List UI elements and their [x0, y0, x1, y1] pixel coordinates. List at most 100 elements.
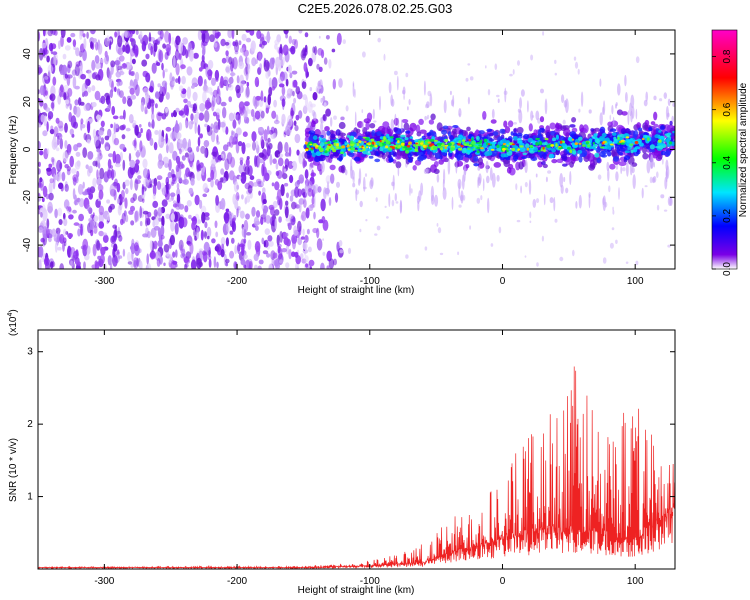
spectrogram-signal-blob [649, 144, 656, 150]
spectrogram-noise-blob [165, 133, 168, 144]
spectrogram-noise-blob [97, 151, 101, 164]
spectrogram-noise-blob [151, 119, 155, 129]
spectrogram-halo-streak [397, 117, 400, 129]
spectrogram-faint-dot [635, 56, 640, 64]
spectrogram-noise-blob [142, 158, 148, 169]
spectrogram-noise-blob [56, 132, 63, 140]
spectrogram-faint-dot [377, 37, 382, 43]
spectrogram-noise-blob [210, 130, 216, 143]
spectrogram-noise-blob [275, 162, 279, 170]
spectrogram-noise-blob [240, 80, 245, 86]
spectrogram-noise-blob [136, 149, 140, 159]
spectrogram-signal-blob [561, 155, 568, 162]
spectrogram-noise-blob [224, 41, 230, 46]
spectrogram-halo-streak [323, 187, 327, 200]
spectrogram-noise-blob [318, 219, 324, 224]
spectrogram-noise-blob [287, 222, 290, 227]
spectrogram-noise-blob [199, 133, 204, 139]
spectrogram-noise-blob [295, 86, 301, 95]
spectrogram-signal-blob [507, 120, 514, 128]
spectrogram-noise-blob [297, 237, 303, 246]
spectrogram-noise-blob [266, 253, 271, 258]
spectrogram-faint-dot [541, 235, 545, 242]
spectrogram-noise-blob [170, 131, 176, 140]
spectrogram-noise-blob [235, 84, 241, 94]
spectrogram-signal-blob [330, 133, 336, 139]
spectrogram-signal-blob [421, 135, 426, 140]
spectrogram-noise-blob [249, 175, 255, 181]
spectrogram-noise-blob [111, 80, 114, 93]
spectrogram-noise-blob [168, 32, 172, 45]
spectrogram-noise-blob [85, 102, 92, 111]
spectrogram-noise-blob [86, 204, 91, 212]
spectrogram-halo-streak [665, 170, 668, 178]
spectrogram-noise-blob [178, 176, 183, 183]
spectrogram-signal-blob [521, 156, 527, 160]
spectrogram-noise-blob [232, 56, 238, 70]
spectrogram-noise-blob [231, 30, 235, 40]
spectrogram-signal-blob [356, 142, 360, 146]
spectrogram-noise-blob [49, 128, 55, 135]
spectrogram-halo-streak [599, 78, 602, 87]
spectrogram-noise-blob [274, 181, 280, 191]
spectrogram-noise-blob [110, 60, 116, 68]
spectrogram-halo-streak [379, 95, 381, 111]
spectrogram-signal-blob [310, 172, 317, 177]
spectrogram-noise-blob [285, 200, 289, 206]
spectrogram-faint-dot [375, 197, 378, 202]
spectrogram-noise-blob [301, 211, 307, 222]
spectrogram-noise-blob [49, 234, 53, 239]
colorbar-gradient [712, 30, 737, 269]
spectrogram-noise-blob [74, 194, 77, 206]
spectrogram-signal-blob [627, 146, 632, 151]
spectrogram-signal-blob [369, 123, 376, 129]
spectrogram-signal-blob [581, 149, 588, 157]
snr-series-line [38, 366, 675, 569]
spectrogram-signal-blob [361, 145, 364, 148]
spectrogram-noise-blob [289, 195, 294, 202]
spectrogram-signal-blob [327, 141, 331, 145]
spectrogram-faint-dot [395, 201, 399, 204]
spectrogram-noise-blob [127, 97, 133, 107]
spectrogram-noise-blob [268, 240, 274, 247]
spectrogram-signal-blob [609, 163, 616, 170]
spectrogram-noise-blob [328, 197, 332, 206]
spectrogram-signal-blob [329, 164, 336, 171]
spectrogram-noise-blob [301, 81, 307, 89]
spectrogram-noise-blob [307, 101, 313, 113]
spectrogram-noise-blob [288, 146, 292, 157]
spectrogram-noise-blob [231, 237, 235, 244]
spectrogram-faint-dot [517, 60, 520, 66]
spectrogram-noise-blob [66, 144, 72, 153]
spectrogram-noise-blob [201, 211, 206, 224]
spectrogram-signal-blob [412, 144, 417, 147]
spectrogram-signal-blob [484, 151, 490, 157]
spectrogram-noise-blob [72, 209, 77, 214]
spectrogram-signal-blob [444, 139, 449, 143]
spectrogram-noise-blob [146, 263, 152, 269]
spectrogram-noise-blob [44, 76, 49, 80]
spectrogram-faint-dot [547, 170, 552, 174]
spectrogram-noise-blob [284, 141, 289, 154]
spectrogram-signal-blob [430, 143, 435, 146]
spectrogram-noise-blob [64, 140, 68, 149]
spectrogram-noise-blob [175, 78, 179, 83]
spectrogram-signal-blob [420, 142, 424, 145]
spectrogram-signal-blob [405, 150, 410, 154]
spectrogram-noise-blob [116, 81, 121, 87]
spectrogram-signal-blob [354, 149, 358, 152]
spectrogram-noise-blob [157, 159, 163, 169]
spectrogram-noise-blob [100, 254, 105, 264]
spectrogram-signal-blob [437, 145, 442, 149]
spectrogram-signal-blob [353, 156, 361, 162]
spectrogram-noise-blob [129, 166, 136, 176]
spectrogram-signal-blob [490, 148, 495, 151]
spectrogram-faint-dot [635, 260, 639, 266]
spectrogram-noise-blob [296, 149, 300, 156]
spectrogram-signal-blob [517, 140, 523, 144]
spectrogram-halo-streak [363, 176, 366, 192]
spectrogram-halo-streak [426, 101, 430, 108]
spectrogram-faint-dot [621, 167, 626, 172]
spectrogram-signal-blob [317, 146, 320, 150]
spectrogram-noise-blob [229, 72, 236, 77]
